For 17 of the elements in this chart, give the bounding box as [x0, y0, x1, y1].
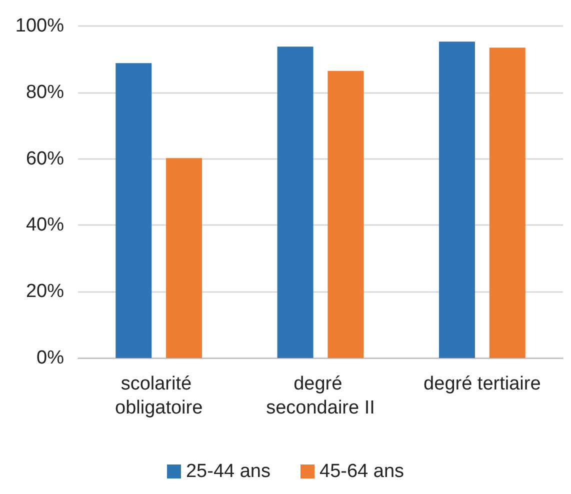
legend-label: 45-64 ans [320, 461, 404, 482]
y-tick-label: 100% [15, 16, 64, 36]
y-tick-label: 20% [26, 281, 64, 302]
x-tick-label: degré secondaire II [266, 374, 375, 418]
bar [116, 63, 152, 358]
legend-label: 25-44 ans [186, 461, 271, 482]
bar [166, 158, 202, 358]
y-tick-label: 0% [36, 348, 64, 368]
bar [328, 70, 364, 358]
x-tick-label: scolarité obligatoire [114, 374, 203, 418]
bar [438, 42, 475, 358]
bar [277, 46, 314, 358]
y-tick-label: 60% [26, 148, 64, 170]
y-tick-label: 80% [26, 82, 64, 103]
y-tick-label: 40% [26, 214, 64, 236]
x-tick-label: degré tertiaire [424, 374, 541, 394]
bar [489, 48, 526, 358]
